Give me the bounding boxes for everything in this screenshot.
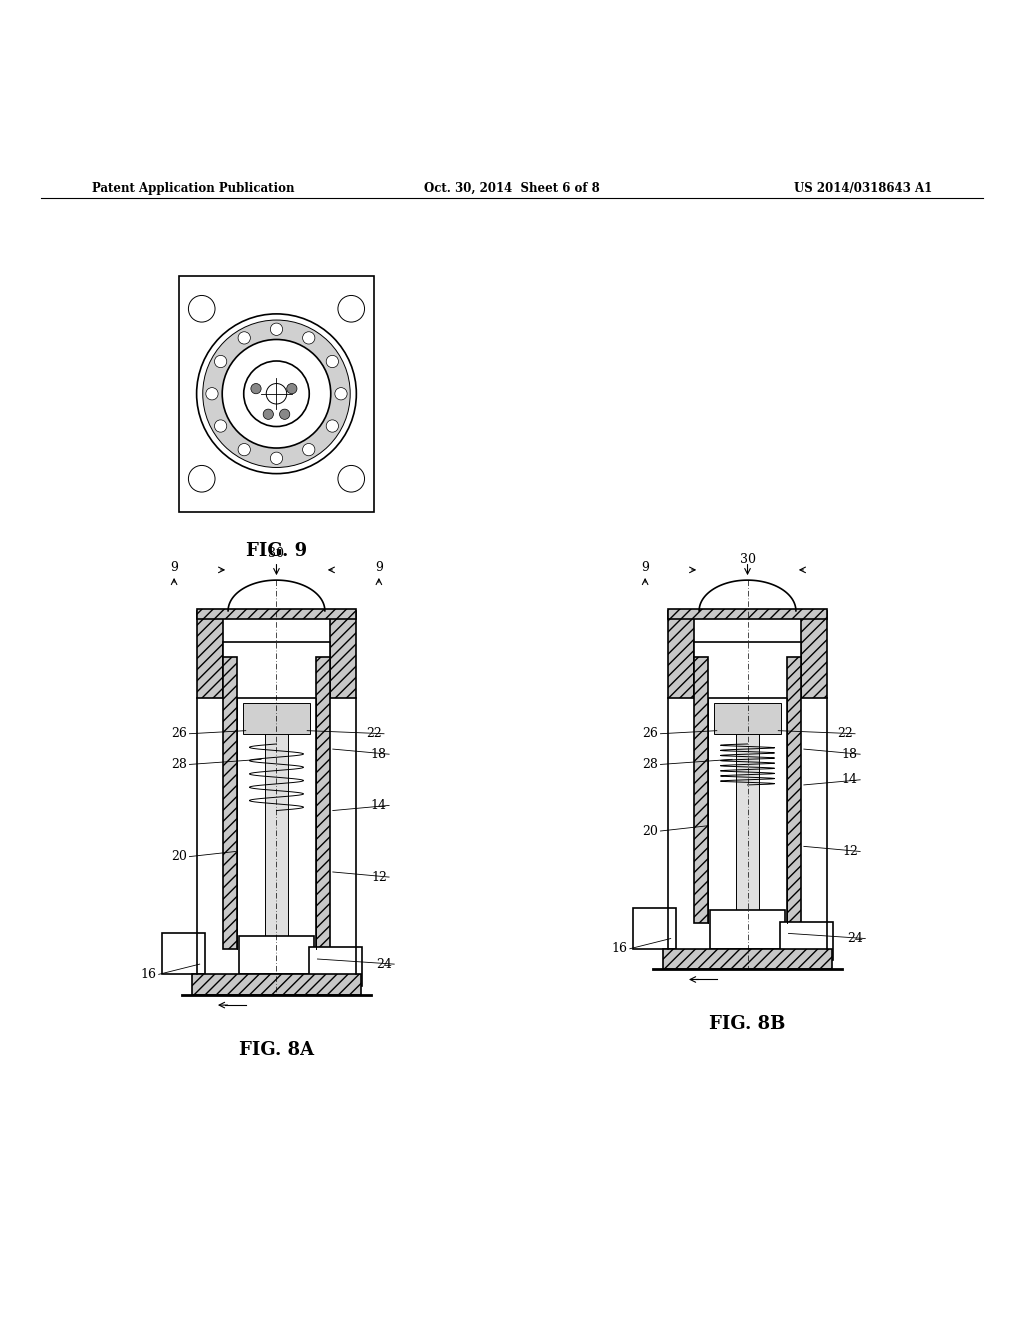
Text: 26: 26 bbox=[171, 727, 187, 741]
Circle shape bbox=[239, 331, 251, 345]
Circle shape bbox=[214, 420, 226, 432]
Text: Oct. 30, 2014  Sheet 6 of 8: Oct. 30, 2014 Sheet 6 of 8 bbox=[424, 182, 600, 195]
Circle shape bbox=[335, 388, 347, 400]
Bar bbox=[265, 708, 288, 939]
Bar bbox=[193, 974, 361, 995]
Text: 24: 24 bbox=[376, 957, 392, 970]
Circle shape bbox=[188, 296, 215, 322]
Bar bbox=[316, 657, 330, 949]
Circle shape bbox=[206, 388, 218, 400]
Bar bbox=[309, 948, 362, 986]
Circle shape bbox=[327, 355, 339, 368]
Bar bbox=[197, 609, 356, 619]
Circle shape bbox=[197, 314, 356, 474]
Bar bbox=[736, 708, 759, 913]
Bar bbox=[664, 949, 831, 969]
Text: US 2014/0318643 A1: US 2014/0318643 A1 bbox=[794, 182, 932, 195]
Text: 26: 26 bbox=[642, 727, 658, 741]
Circle shape bbox=[263, 409, 273, 420]
Text: 30: 30 bbox=[268, 546, 285, 560]
Text: FIG. 8A: FIG. 8A bbox=[239, 1041, 314, 1059]
Bar bbox=[162, 933, 205, 974]
Text: 18: 18 bbox=[842, 747, 858, 760]
Text: 22: 22 bbox=[366, 727, 382, 741]
Circle shape bbox=[266, 384, 287, 404]
Bar bbox=[787, 657, 801, 923]
Text: 9: 9 bbox=[375, 561, 383, 574]
Text: 30: 30 bbox=[739, 553, 756, 566]
Circle shape bbox=[303, 331, 315, 345]
Text: 9: 9 bbox=[170, 561, 178, 574]
Text: FIG. 8B: FIG. 8B bbox=[710, 1015, 785, 1034]
Bar bbox=[330, 611, 356, 698]
Circle shape bbox=[203, 319, 350, 467]
Bar bbox=[179, 276, 374, 512]
Circle shape bbox=[214, 355, 226, 368]
Bar bbox=[710, 911, 785, 949]
Text: 20: 20 bbox=[171, 850, 187, 863]
Text: 9: 9 bbox=[641, 561, 649, 574]
Bar bbox=[633, 908, 676, 949]
Bar bbox=[801, 611, 827, 698]
Text: 28: 28 bbox=[642, 758, 658, 771]
Circle shape bbox=[188, 466, 215, 492]
Bar bbox=[714, 704, 781, 734]
Circle shape bbox=[270, 453, 283, 465]
Text: FIG. 9: FIG. 9 bbox=[246, 543, 307, 560]
Text: 16: 16 bbox=[611, 942, 628, 956]
Circle shape bbox=[238, 444, 250, 455]
Text: 14: 14 bbox=[371, 799, 387, 812]
Bar bbox=[239, 936, 314, 974]
Text: 14: 14 bbox=[842, 774, 858, 787]
Text: 12: 12 bbox=[842, 845, 858, 858]
Circle shape bbox=[303, 444, 315, 455]
Text: 16: 16 bbox=[140, 968, 157, 981]
Bar bbox=[694, 642, 801, 698]
Circle shape bbox=[338, 296, 365, 322]
Circle shape bbox=[287, 384, 297, 393]
Circle shape bbox=[251, 384, 261, 393]
Bar bbox=[243, 704, 310, 734]
Circle shape bbox=[270, 323, 283, 335]
Circle shape bbox=[280, 409, 290, 420]
Circle shape bbox=[244, 360, 309, 426]
Bar bbox=[197, 611, 223, 698]
Bar bbox=[668, 611, 694, 698]
Bar bbox=[780, 921, 834, 961]
Bar bbox=[694, 657, 708, 923]
Bar bbox=[668, 609, 827, 619]
Bar bbox=[223, 657, 237, 949]
Text: 12: 12 bbox=[371, 871, 387, 883]
Circle shape bbox=[222, 339, 331, 447]
Text: 22: 22 bbox=[837, 727, 853, 741]
Circle shape bbox=[338, 466, 365, 492]
Text: 28: 28 bbox=[171, 758, 187, 771]
Text: 20: 20 bbox=[642, 825, 658, 837]
Bar bbox=[223, 642, 330, 698]
Circle shape bbox=[327, 420, 339, 432]
Text: Patent Application Publication: Patent Application Publication bbox=[92, 182, 295, 195]
Text: 24: 24 bbox=[847, 932, 863, 945]
Text: 18: 18 bbox=[371, 747, 387, 760]
